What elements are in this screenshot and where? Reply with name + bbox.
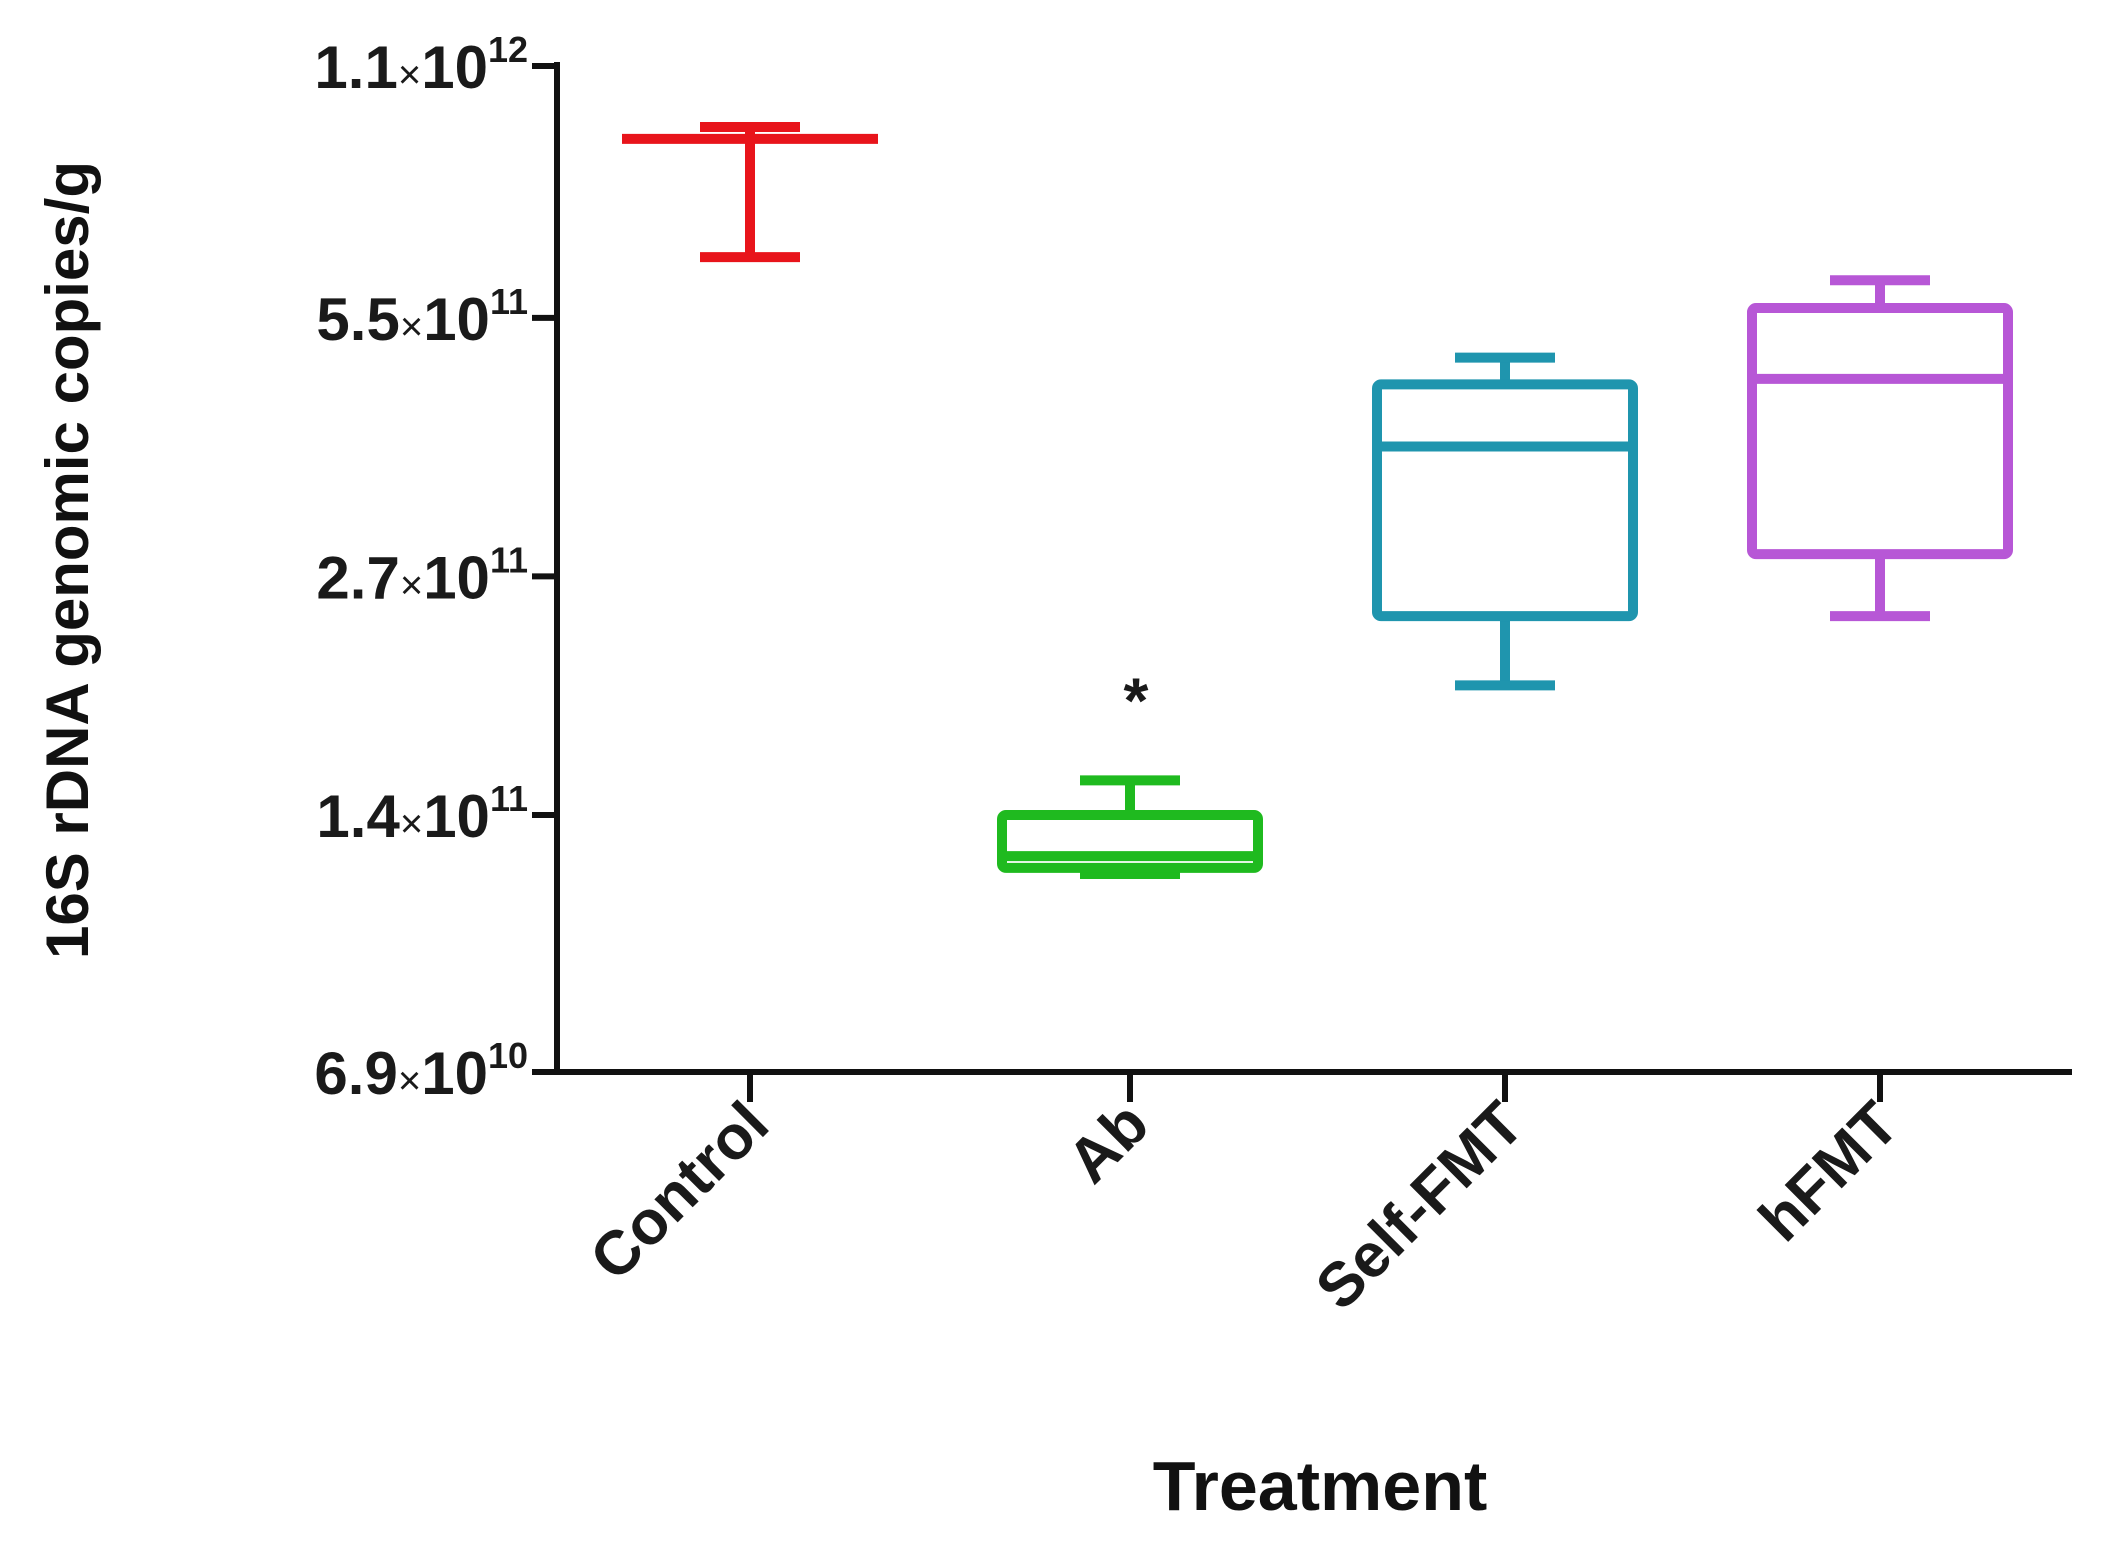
boxes — [622, 121, 2013, 879]
y-tick-exponent: 11 — [490, 539, 528, 580]
iqr-box — [1372, 379, 1638, 622]
y-tick-mantissa: 1.1 — [314, 34, 397, 101]
y-tick-label: 1.1×1012 — [314, 29, 528, 101]
iqr-box — [1747, 303, 2013, 560]
y-tick-times: × — [398, 53, 421, 97]
y-tick-label: 6.9×1010 — [314, 1035, 528, 1107]
y-tick-mantissa: 6.9 — [314, 1040, 397, 1107]
y-axis-title: 16S rDNA genomic copies/g — [34, 161, 101, 959]
box-self-fmt — [1372, 352, 1638, 691]
x-tick-label-control: Control — [577, 1089, 782, 1294]
y-tick-times: × — [398, 1059, 421, 1103]
x-tick-label-hfmt: hFMT — [1746, 1089, 1912, 1255]
y-tick-exponent: 10 — [488, 1035, 528, 1076]
box-hfmt — [1747, 275, 2013, 622]
y-tick-mantissa: 2.7 — [316, 544, 399, 611]
y-tick-label: 1.4×1011 — [316, 778, 528, 850]
iqr-box — [997, 809, 1263, 873]
y-tick-times: × — [400, 305, 423, 349]
y-tick-base: 10 — [423, 544, 490, 611]
y-tick-base: 10 — [423, 783, 490, 850]
y-tick-mantissa: 5.5 — [316, 286, 399, 353]
y-tick-exponent: 12 — [488, 29, 528, 70]
y-tick-label: 2.7×1011 — [316, 539, 528, 611]
box-control — [622, 121, 878, 263]
significance-star: * — [1124, 664, 1149, 736]
y-tick-times: × — [400, 563, 423, 607]
y-tick-exponent: 11 — [490, 778, 528, 819]
x-tick-label-self-fmt: Self-FMT — [1303, 1089, 1537, 1323]
axes — [554, 62, 2072, 1075]
x-tick-label-ab: Ab — [1055, 1089, 1162, 1196]
y-tick-times: × — [400, 802, 423, 846]
x-ticks: Control Ab Self-FMT hFMT — [577, 1072, 1912, 1323]
box-ab — [997, 775, 1263, 879]
y-tick-label: 5.5×1011 — [316, 281, 528, 353]
y-tick-mantissa: 1.4 — [316, 783, 400, 850]
annotations: * — [1124, 664, 1149, 736]
y-tick-base: 10 — [421, 1040, 488, 1107]
y-tick-base: 10 — [423, 286, 490, 353]
y-tick-exponent: 11 — [490, 281, 528, 322]
x-axis-title: Treatment — [1153, 1447, 1488, 1525]
y-tick-base: 10 — [421, 34, 488, 101]
